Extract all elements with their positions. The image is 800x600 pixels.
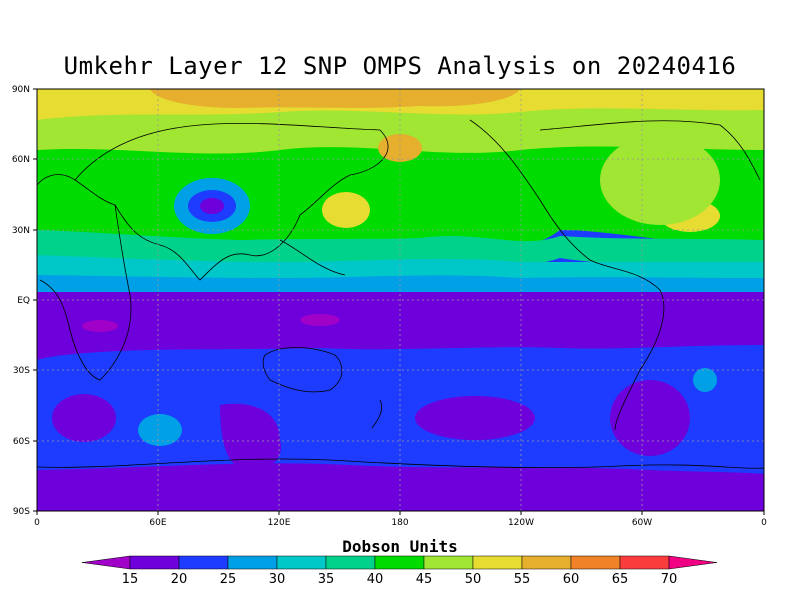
lon-label: 0 xyxy=(34,518,40,528)
colorbar-level-label: 25 xyxy=(220,572,237,587)
lat-label: EQ xyxy=(17,296,30,306)
colorbar-swatch xyxy=(129,555,180,570)
lat-label: 60N xyxy=(12,155,30,165)
lon-label: 60E xyxy=(149,518,166,528)
lat-label: 60S xyxy=(13,437,30,447)
colorbar-title: Dobson Units xyxy=(342,537,458,556)
contour-fill xyxy=(37,89,764,511)
lat-label: 30S xyxy=(13,366,30,376)
colorbar-level-label: 50 xyxy=(465,572,482,587)
colorbar-level-label: 60 xyxy=(563,572,580,587)
lon-label: 180 xyxy=(391,518,408,528)
colorbar-level-label: 45 xyxy=(416,572,433,587)
colorbar-swatch xyxy=(570,555,621,570)
axis-ticks xyxy=(33,88,765,515)
gridlines xyxy=(37,89,764,511)
colorbar-low-arrow xyxy=(81,555,131,570)
colorbar-level-label: 20 xyxy=(171,572,188,587)
colorbar-high-arrow xyxy=(668,555,718,570)
chart-title: Umkehr Layer 12 SNP OMPS Analysis on 202… xyxy=(63,52,737,80)
lat-label: 30N xyxy=(12,226,30,236)
colorbar-level-label: 70 xyxy=(661,572,678,587)
colorbar-swatch xyxy=(325,555,376,570)
coastlines xyxy=(37,119,764,469)
colorbar-level-label: 40 xyxy=(367,572,384,587)
lon-label: 120W xyxy=(508,518,534,528)
colorbar-swatch xyxy=(276,555,327,570)
lat-labels: 90N 60N 30N EQ 30S 60S 90S xyxy=(12,85,30,517)
lon-labels: 0 60E 120E 180 120W 60W 0 xyxy=(34,518,767,528)
colorbar-swatch xyxy=(178,555,229,570)
colorbar-swatch xyxy=(374,555,425,570)
colorbar-swatch xyxy=(423,555,474,570)
colorbar-level-label: 55 xyxy=(514,572,531,587)
lat-label: 90S xyxy=(13,507,30,517)
colorbar-level-label: 35 xyxy=(318,572,335,587)
colorbar-level-label: 15 xyxy=(122,572,139,587)
colorbar: 15 20 25 30 35 40 45 50 55 60 65 70 xyxy=(81,555,718,587)
colorbar-swatch xyxy=(619,555,670,570)
colorbar-level-label: 30 xyxy=(269,572,286,587)
colorbar-level-label: 65 xyxy=(612,572,629,587)
colorbar-swatch xyxy=(227,555,278,570)
lon-label: 0 xyxy=(761,518,767,528)
lon-label: 120E xyxy=(268,518,291,528)
colorbar-swatch xyxy=(521,555,572,570)
lon-label: 60W xyxy=(632,518,652,528)
lat-label: 90N xyxy=(12,85,30,95)
colorbar-swatch xyxy=(472,555,523,570)
